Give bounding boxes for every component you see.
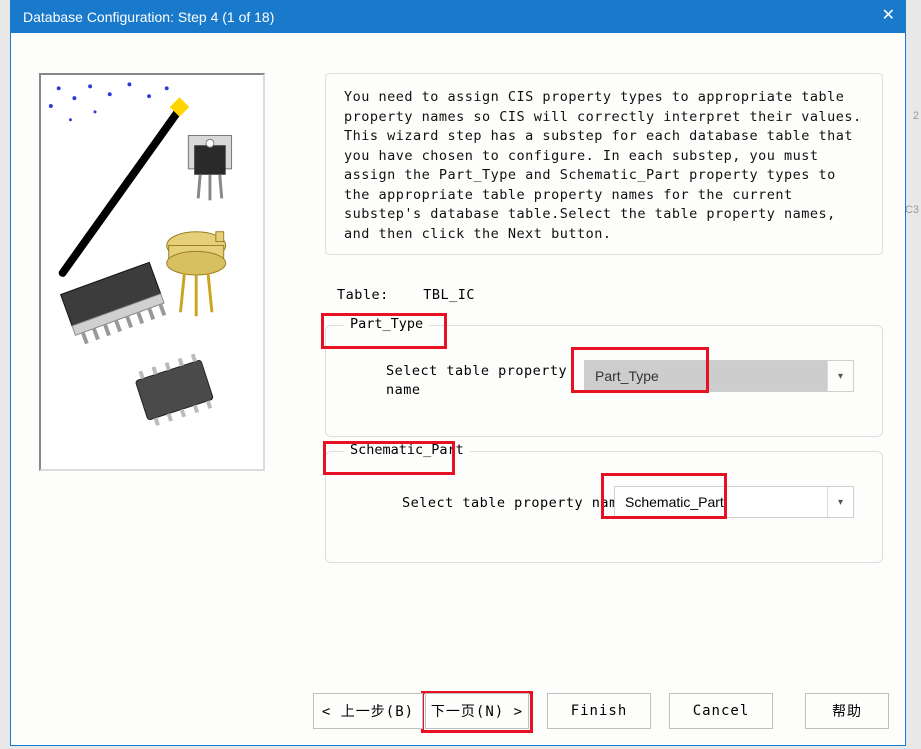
table-label: Table:: [337, 287, 389, 303]
group-schematic-part: Schematic_Part Select table property nam…: [325, 451, 883, 563]
content-area: You need to assign CIS property types to…: [11, 33, 905, 745]
back-button[interactable]: < 上一步(B): [313, 693, 423, 729]
help-button[interactable]: 帮助: [805, 693, 889, 729]
chevron-down-icon[interactable]: ▾: [827, 487, 853, 517]
chevron-down-icon[interactable]: ▾: [827, 361, 853, 391]
label-select-property-parttype: Select table property name: [386, 362, 576, 400]
cancel-button[interactable]: Cancel: [669, 693, 773, 729]
legend-schematic-part: Schematic_Part: [344, 442, 470, 458]
window-title: Database Configuration: Step 4 (1 of 18): [23, 9, 274, 25]
close-icon[interactable]: ✕: [882, 5, 895, 25]
table-name-value: TBL_IC: [423, 287, 475, 303]
wizard-window: Database Configuration: Step 4 (1 of 18)…: [10, 0, 906, 746]
combo-schematic-part-value: Schematic_Part: [625, 494, 724, 510]
instruction-text: You need to assign CIS property types to…: [325, 73, 883, 255]
combo-part-type[interactable]: Part_Type ▾: [584, 360, 854, 392]
finish-button[interactable]: Finish: [547, 693, 651, 729]
combo-part-type-value: Part_Type: [595, 368, 659, 384]
legend-part-type: Part_Type: [344, 316, 429, 332]
wizard-button-row: < 上一步(B) 下一页(N) > Finish Cancel 帮助: [11, 693, 905, 733]
group-part-type: Part_Type Select table property name Par…: [325, 325, 883, 437]
combo-schematic-part[interactable]: Schematic_Part ▾: [614, 486, 854, 518]
bg-marker-b: C3: [905, 204, 919, 216]
wizard-illustration: [39, 73, 265, 471]
titlebar: Database Configuration: Step 4 (1 of 18)…: [11, 1, 905, 33]
next-button[interactable]: 下一页(N) >: [425, 693, 529, 729]
table-label-row: Table: TBL_IC: [337, 287, 475, 303]
bg-marker-a: 2: [913, 110, 919, 122]
label-select-property-schematic: Select table property name: [402, 494, 626, 513]
